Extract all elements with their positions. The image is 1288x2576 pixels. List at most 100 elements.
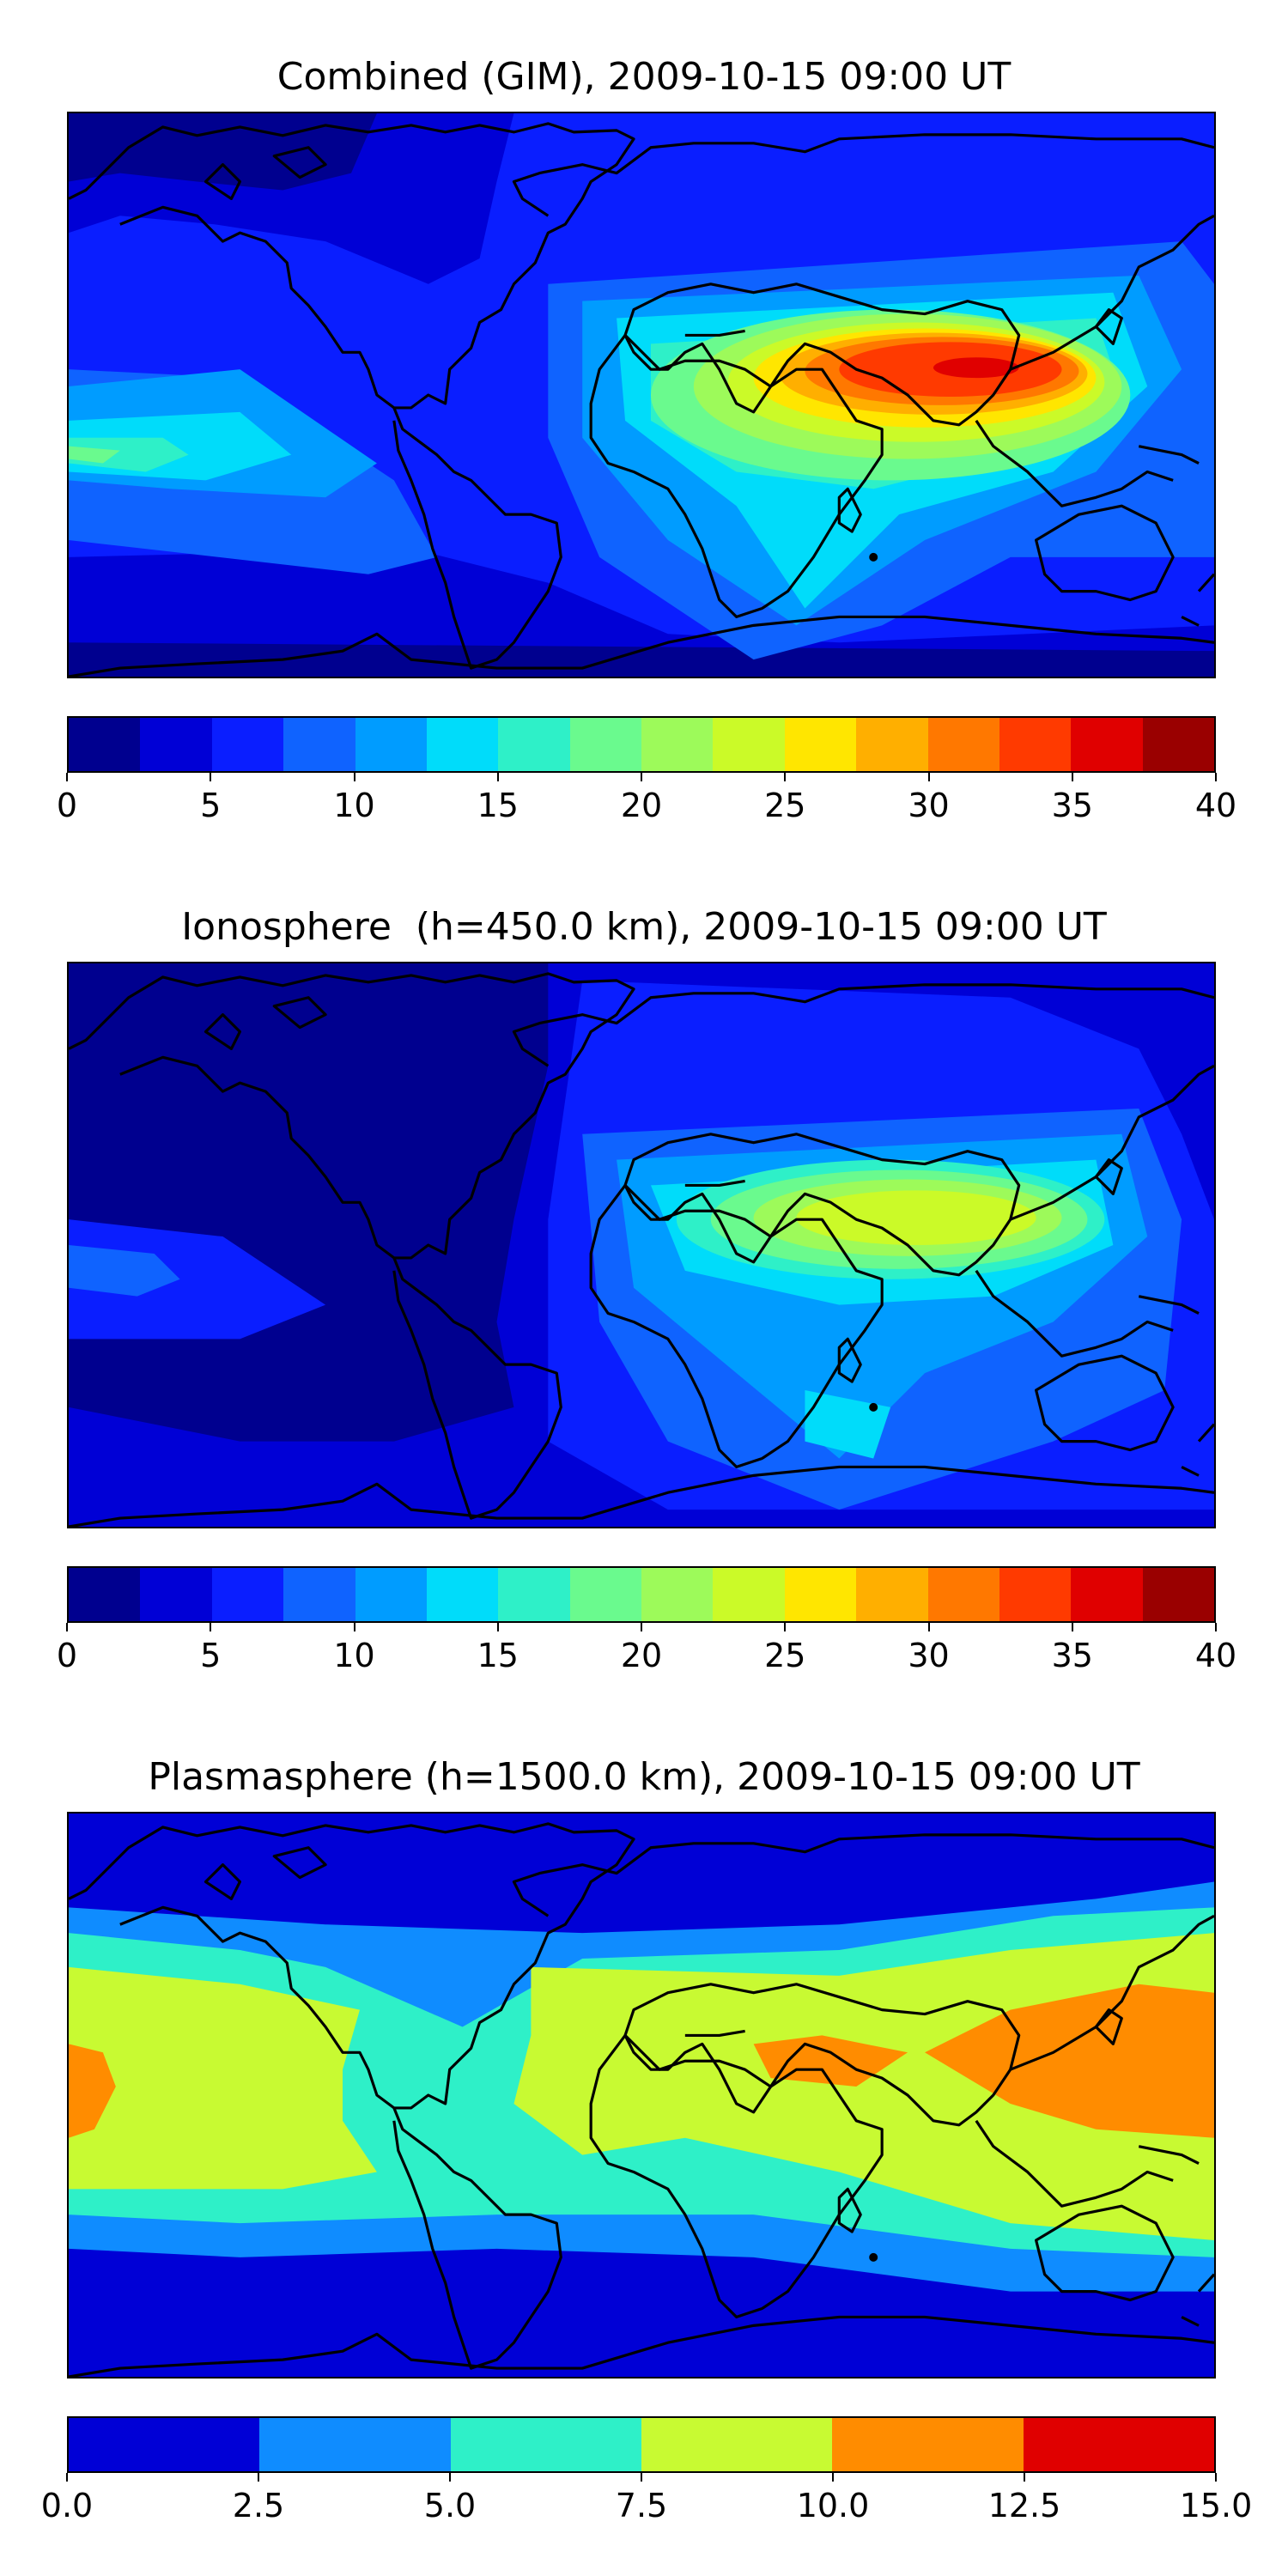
colorbar-segment [784,718,857,771]
colorbar-segment [140,718,212,771]
colorbar-segment [641,2418,833,2471]
tick-mark [66,1623,68,1631]
tick-label: 30 [908,787,950,824]
colorbar-ionosphere [67,1566,1216,1623]
tick-label: 15.0 [1179,2487,1253,2524]
map-combined[interactable] [67,112,1216,678]
panel-title-plasmasphere: Plasmasphere (h=1500.0 km), 2009-10-15 0… [148,1755,1140,1799]
colorbar-segment [69,2418,260,2471]
colorbar-segment [856,1568,928,1621]
colorbar-segment [999,1568,1072,1621]
colorbar-segment [450,2418,641,2471]
tick-mark [353,1623,355,1631]
colorbar-segment [211,1568,284,1621]
tick-label: 15 [477,787,519,824]
tick-label: 10 [333,787,375,824]
tick-label: 35 [1051,1637,1093,1674]
tick-mark [496,773,499,781]
colorbar-plasmasphere [67,2416,1216,2473]
tick-label: 40 [1194,787,1237,824]
colorbar-segment [426,718,499,771]
tick-mark [258,2473,259,2482]
colorbar-combined [67,716,1216,773]
tick-mark [353,773,355,781]
colorbar-segment [927,1568,999,1621]
map-ionosphere[interactable] [67,962,1216,1528]
tick-label: 35 [1051,787,1093,824]
tick-label: 7.5 [615,2487,668,2524]
colorbar-segment [1142,718,1214,771]
tick-mark [784,1623,787,1631]
colorbar-segment [283,718,355,771]
tick-mark [1071,773,1073,781]
tick-label: 10 [333,1637,375,1674]
colorbar-segment [832,2418,1024,2471]
colorbar-segment [641,1568,714,1621]
colorbar-segment [69,1568,141,1621]
panel-title-combined: Combined (GIM), 2009-10-15 09:00 UT [276,55,1012,99]
colorbar-segment [1071,1568,1143,1621]
colorbar-segment [784,1568,857,1621]
colorbar-segment [713,718,785,771]
colorbar-segment [569,1568,641,1621]
tick-label: 5.0 [423,2487,477,2524]
tick-mark [496,1623,499,1631]
map-plasmasphere[interactable] [67,1812,1216,2379]
tick-mark [1071,1623,1073,1631]
colorbar-segment [355,718,427,771]
tick-label: 40 [1194,1637,1237,1674]
tick-mark [927,1623,930,1631]
tick-label: 25 [764,1637,806,1674]
colorbar-ticks-ionosphere: 0 5 10 15 20 25 30 35 40 [57,1623,1236,1674]
tick-mark [210,773,212,781]
colorbar-segment [283,1568,355,1621]
colorbar-segment [498,1568,570,1621]
colorbar-segment [1071,718,1143,771]
colorbar-ticks-plasmasphere: 0.0 2.5 5.0 7.5 10.0 12.5 15.0 [41,2473,1252,2524]
tec-map-combined [69,113,1214,677]
colorbar-segment [69,718,141,771]
tick-mark [210,1623,212,1631]
tec-map-plasmasphere [69,1814,1214,2377]
colorbar-segment [641,718,714,771]
tick-mark [66,2473,68,2482]
colorbar-segment [1023,2418,1214,2471]
colorbar-segment [569,718,641,771]
tick-label: 2.5 [232,2487,285,2524]
tick-mark [66,773,68,781]
tick-mark [1215,773,1217,781]
colorbar-segment [426,1568,499,1621]
tick-mark [1215,2473,1217,2482]
colorbar-segment [927,718,999,771]
tick-mark [927,773,930,781]
panel-title-ionosphere: Ionosphere (h=450.0 km), 2009-10-15 09:0… [181,905,1107,949]
tick-mark [832,2473,834,2482]
tick-mark [1024,2473,1025,2482]
tick-label: 10.0 [796,2487,870,2524]
tick-mark [641,1623,642,1631]
colorbar-segment [498,718,570,771]
tick-mark [641,773,642,781]
tick-label: 20 [620,787,663,824]
colorbar-segment [856,718,928,771]
tick-mark [449,2473,451,2482]
tick-mark [641,2473,642,2482]
tick-label: 20 [620,1637,663,1674]
tec-map-ionosphere [69,963,1214,1527]
colorbar-segment [713,1568,785,1621]
tick-mark [1215,1623,1217,1631]
tick-label: 5 [200,1637,222,1674]
colorbar-ticks-combined: 0 5 10 15 20 25 30 35 40 [57,773,1236,824]
colorbar-segment [140,1568,212,1621]
colorbar-segment [355,1568,427,1621]
tick-label: 0.0 [40,2487,94,2524]
tick-label: 0 [56,787,78,824]
tick-label: 30 [908,1637,950,1674]
tick-label: 5 [200,787,222,824]
tick-label: 0 [56,1637,78,1674]
tick-mark [784,773,787,781]
colorbar-segment [211,718,284,771]
tick-label: 15 [477,1637,519,1674]
colorbar-segment [999,718,1072,771]
